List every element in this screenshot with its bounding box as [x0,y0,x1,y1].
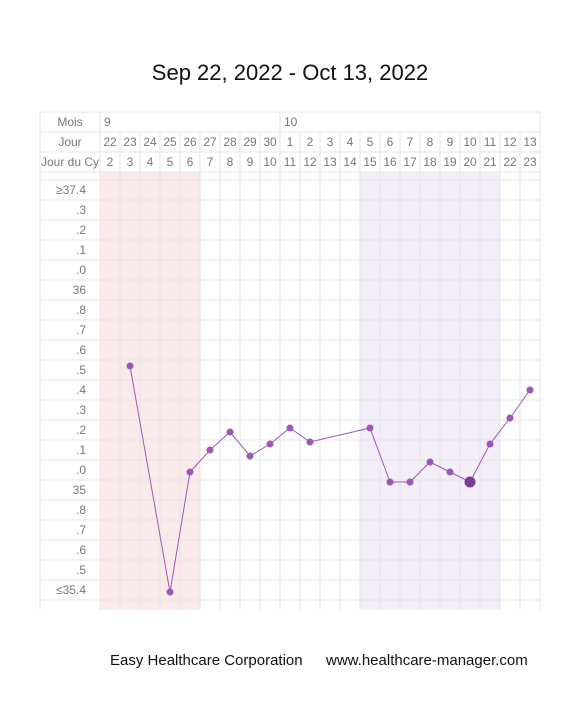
day-label: 29 [243,135,257,149]
y-tick-label: .3 [76,403,86,417]
row-label-cycle-day: Jour du Cy [41,155,99,169]
cycle-day-label: 21 [483,155,497,169]
y-tick-label: .8 [76,303,86,317]
y-tick-label: .7 [76,523,86,537]
day-label: 10 [463,135,477,149]
data-point [226,428,234,436]
cycle-day-label: 12 [303,155,317,169]
cycle-day-label: 18 [423,155,437,169]
day-label: 24 [143,135,157,149]
y-tick-label: .8 [76,503,86,517]
day-label: 26 [183,135,197,149]
y-tick-label: .6 [76,343,86,357]
y-tick-label: .5 [76,563,86,577]
y-tick-label: .4 [76,383,86,397]
y-tick-label: .5 [76,363,86,377]
cycle-day-label: 17 [403,155,417,169]
y-tick-label: .2 [76,423,86,437]
month-label: 10 [284,115,298,129]
day-label: 23 [123,135,137,149]
y-tick-label: .2 [76,223,86,237]
y-tick-label: ≤35.4 [56,583,86,597]
cycle-day-label: 22 [503,155,517,169]
cycle-day-label: 23 [523,155,537,169]
row-label-month: Mois [57,115,82,129]
day-label: 13 [523,135,537,149]
day-label: 8 [427,135,434,149]
day-label: 25 [163,135,177,149]
cycle-day-label: 16 [383,155,397,169]
y-tick-label: .1 [76,443,86,457]
data-point [126,362,134,370]
day-label: 9 [447,135,454,149]
cycle-day-label: 9 [247,155,254,169]
data-point [446,468,454,476]
cycle-day-label: 11 [284,155,297,169]
day-label: 28 [223,135,237,149]
data-point [166,588,174,596]
cycle-day-label: 5 [167,155,174,169]
data-point [386,478,394,486]
day-label: 2 [307,135,314,149]
data-point [526,386,534,394]
data-point [266,440,274,448]
y-tick-label: .0 [76,463,86,477]
data-point [486,440,494,448]
y-tick-label: ≥37.4 [56,183,86,197]
row-label-day: Jour [58,135,81,149]
data-point [406,478,414,486]
day-label: 22 [103,135,117,149]
data-point [246,452,254,460]
day-label: 4 [347,135,354,149]
y-tick-label: .7 [76,323,86,337]
y-tick-label: 36 [73,283,87,297]
data-point [366,424,374,432]
website-url[interactable]: www.healthcare-manager.com [326,652,528,669]
y-tick-label: .0 [76,263,86,277]
day-label: 7 [407,135,414,149]
y-tick-label: 35 [73,483,87,497]
company-name: Easy Healthcare Corporation [110,652,303,669]
cycle-day-label: 7 [207,155,214,169]
data-point [206,446,214,454]
day-label: 30 [263,135,277,149]
day-label: 12 [503,135,517,149]
day-label: 5 [367,135,374,149]
temperature-line [129,365,531,593]
chart-title: Sep 22, 2022 - Oct 13, 2022 [151,60,429,85]
day-label: 6 [387,135,394,149]
cycle-day-label: 20 [463,155,477,169]
cycle-day-label: 13 [323,155,337,169]
cycle-day-label: 15 [363,155,377,169]
day-label: 11 [484,135,497,149]
cycle-day-label: 3 [127,155,134,169]
y-tick-label: .3 [76,203,86,217]
cycle-day-label: 6 [187,155,194,169]
month-label: 9 [104,115,111,129]
cycle-day-label: 14 [343,155,357,169]
data-point [286,424,294,432]
period-band [100,172,200,610]
cycle-day-label: 10 [263,155,277,169]
cycle-day-label: 8 [227,155,234,169]
data-point [306,438,314,446]
day-label: 27 [203,135,217,149]
y-tick-label: .1 [76,243,86,257]
cycle-day-label: 4 [147,155,154,169]
data-point [506,414,514,422]
data-point [186,468,194,476]
fertile-band [360,172,500,610]
cycle-day-label: 2 [107,155,114,169]
data-point [426,458,434,466]
y-tick-label: .6 [76,543,86,557]
cycle-day-label: 19 [443,155,457,169]
day-label: 3 [327,135,334,149]
day-label: 1 [287,135,294,149]
highlighted-data-point [464,476,476,488]
